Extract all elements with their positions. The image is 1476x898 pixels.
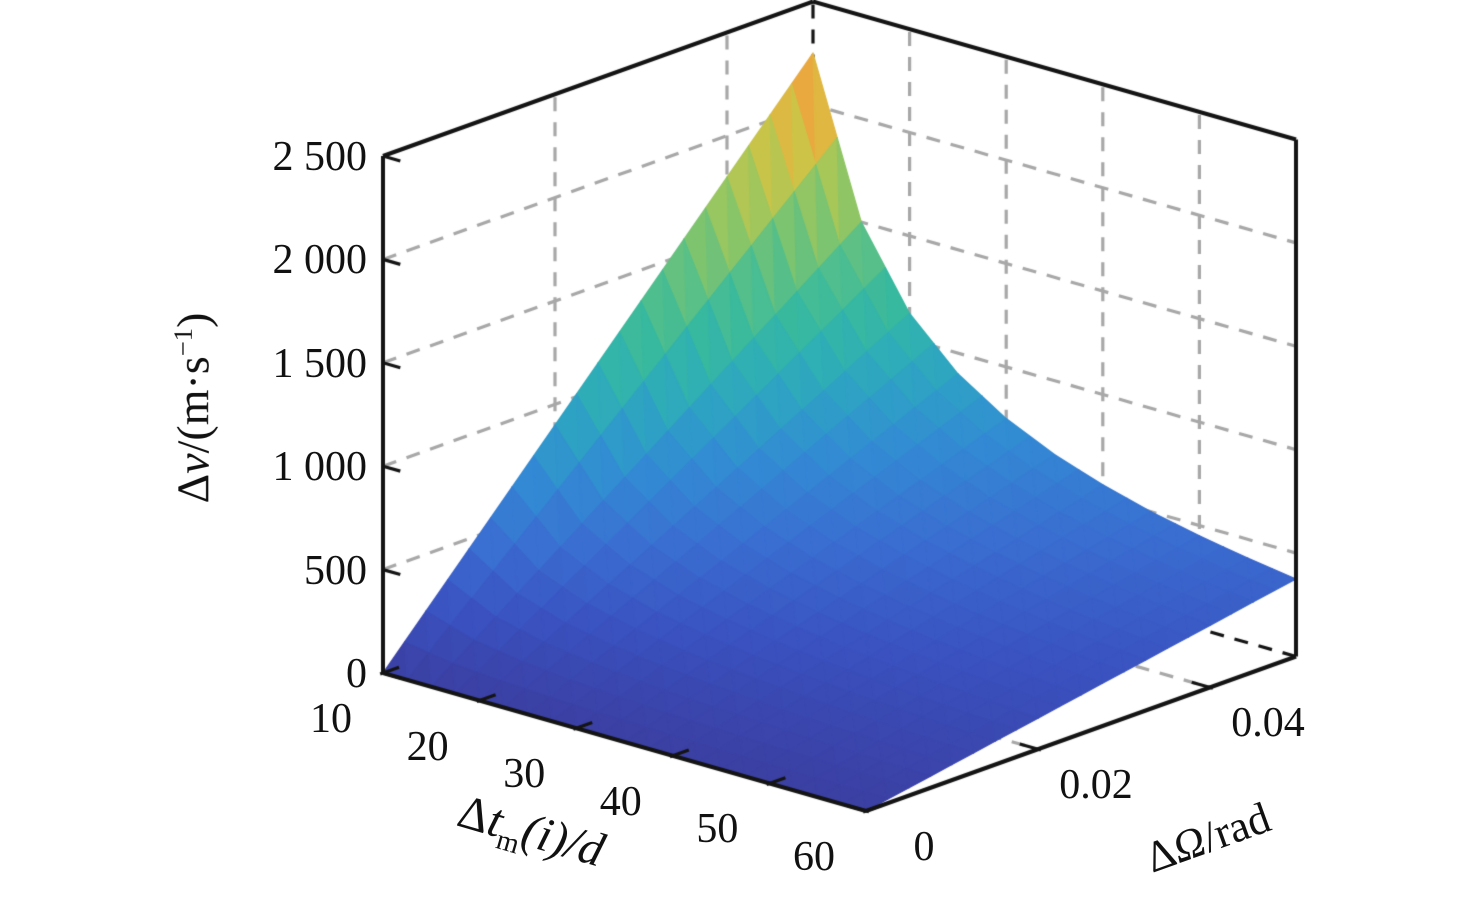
z-tick-label: 1 000 [272,444,368,491]
z-tick-label: 2 500 [272,134,368,180]
z-label-unit: /(m·s [167,356,219,454]
x-tick-label: 10 [310,696,352,742]
y-tick-label: 0.04 [1231,700,1305,747]
z-tick-label: 500 [304,547,367,594]
y-tick-label: 0 [913,824,935,870]
z-label-delta: Δ [167,473,219,504]
x-tick-label: 40 [599,778,642,825]
x-tick-label: 60 [793,834,835,880]
z-label-exponent: −1 [167,327,198,357]
z-tick-label: 0 [346,651,367,697]
z-tick-label: 2 000 [272,237,368,284]
x-tick-label: 20 [406,723,449,770]
z-label-v: v [167,453,219,474]
z-axis-label: Δv/(m·s−1) [167,312,219,504]
x-tick-label: 30 [503,751,546,798]
y-tick-label: 0.02 [1059,762,1133,809]
z-label-paren: ) [167,312,219,328]
z-tick-label: 1 500 [272,340,368,387]
x-tick-label: 50 [696,806,739,853]
